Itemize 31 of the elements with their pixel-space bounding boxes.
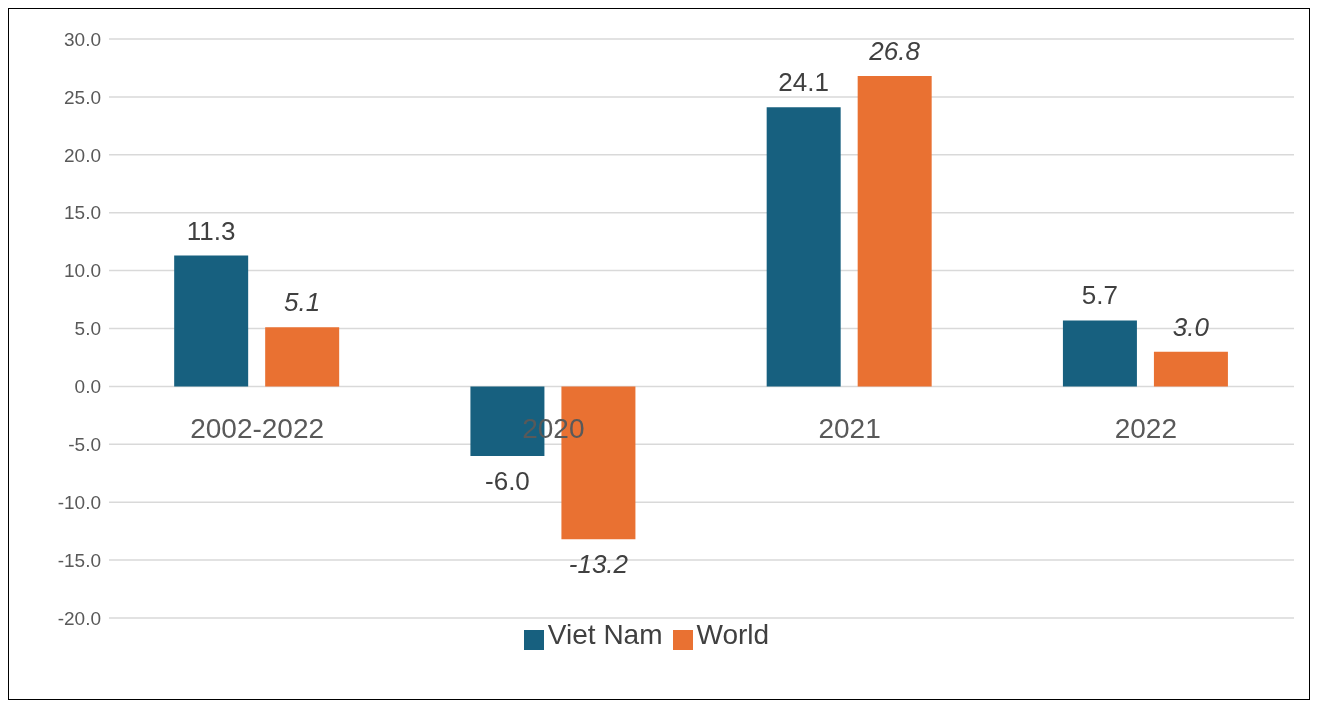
data-label: 24.1 bbox=[778, 67, 829, 98]
x-tick-label: 2021 bbox=[818, 413, 881, 445]
data-label: 5.7 bbox=[1081, 280, 1118, 311]
y-tick-label: 5.0 bbox=[74, 318, 101, 340]
bar bbox=[1062, 320, 1137, 387]
data-label: 5.1 bbox=[284, 287, 321, 318]
y-tick-label: 15.0 bbox=[64, 202, 101, 224]
data-label: -6.0 bbox=[485, 465, 530, 496]
x-tick-label: 2020 bbox=[522, 413, 585, 445]
bar bbox=[174, 255, 249, 387]
bar bbox=[265, 327, 340, 387]
y-tick-label: -5.0 bbox=[68, 434, 101, 456]
legend-label: Viet Nam bbox=[547, 619, 663, 650]
bar bbox=[857, 76, 932, 387]
y-tick-label: -20.0 bbox=[57, 607, 101, 629]
bar bbox=[1153, 351, 1228, 387]
x-tick-label: 2002-2022 bbox=[190, 413, 325, 445]
x-tick-label: 2022 bbox=[1114, 413, 1178, 445]
bar bbox=[766, 107, 841, 387]
y-tick-label: 20.0 bbox=[64, 144, 101, 166]
legend-label: World bbox=[696, 619, 770, 650]
y-tick-label: -10.0 bbox=[57, 491, 101, 513]
y-tick-label: 25.0 bbox=[64, 86, 101, 108]
data-label: 26.8 bbox=[868, 36, 921, 67]
y-tick-label: 10.0 bbox=[64, 260, 101, 282]
data-label: -13.2 bbox=[568, 549, 629, 580]
y-tick-label: -15.0 bbox=[57, 549, 101, 571]
data-label: 11.3 bbox=[186, 215, 236, 246]
data-label: 3.0 bbox=[1172, 311, 1210, 342]
y-tick-label: 0.0 bbox=[74, 376, 101, 398]
y-tick-label: 30.0 bbox=[64, 28, 101, 50]
